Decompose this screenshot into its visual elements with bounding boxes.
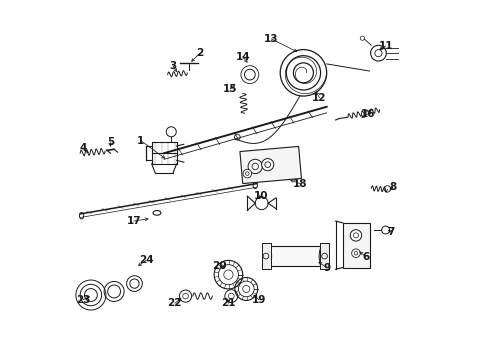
Text: 7: 7 xyxy=(386,227,394,237)
Ellipse shape xyxy=(263,246,271,266)
Circle shape xyxy=(243,169,251,178)
Text: 9: 9 xyxy=(323,262,329,273)
Text: 4: 4 xyxy=(79,143,86,153)
Text: 23: 23 xyxy=(76,295,90,305)
Text: 8: 8 xyxy=(388,182,396,192)
Text: 24: 24 xyxy=(139,255,153,265)
Text: 10: 10 xyxy=(253,191,267,201)
Text: 21: 21 xyxy=(221,298,235,308)
Text: 20: 20 xyxy=(212,261,226,271)
Text: 18: 18 xyxy=(292,179,306,189)
Text: 11: 11 xyxy=(378,41,392,51)
Circle shape xyxy=(351,249,360,257)
Bar xyxy=(342,223,369,267)
Text: 16: 16 xyxy=(360,109,374,119)
Circle shape xyxy=(349,230,361,241)
Text: 19: 19 xyxy=(251,295,265,305)
Bar xyxy=(320,243,328,269)
Text: 3: 3 xyxy=(169,61,176,71)
Text: 13: 13 xyxy=(264,34,278,44)
Text: 14: 14 xyxy=(235,52,249,62)
Bar xyxy=(267,246,323,266)
Ellipse shape xyxy=(319,246,326,266)
Text: 5: 5 xyxy=(107,138,114,148)
Circle shape xyxy=(261,158,273,171)
Text: 2: 2 xyxy=(196,48,203,58)
Text: 1: 1 xyxy=(137,136,144,146)
Circle shape xyxy=(247,159,262,174)
Text: 17: 17 xyxy=(126,216,141,226)
Text: 12: 12 xyxy=(312,93,326,103)
Text: 15: 15 xyxy=(223,84,237,94)
Bar xyxy=(261,243,270,269)
Bar xyxy=(240,147,301,184)
Text: 6: 6 xyxy=(362,252,369,262)
Text: 22: 22 xyxy=(167,298,182,308)
